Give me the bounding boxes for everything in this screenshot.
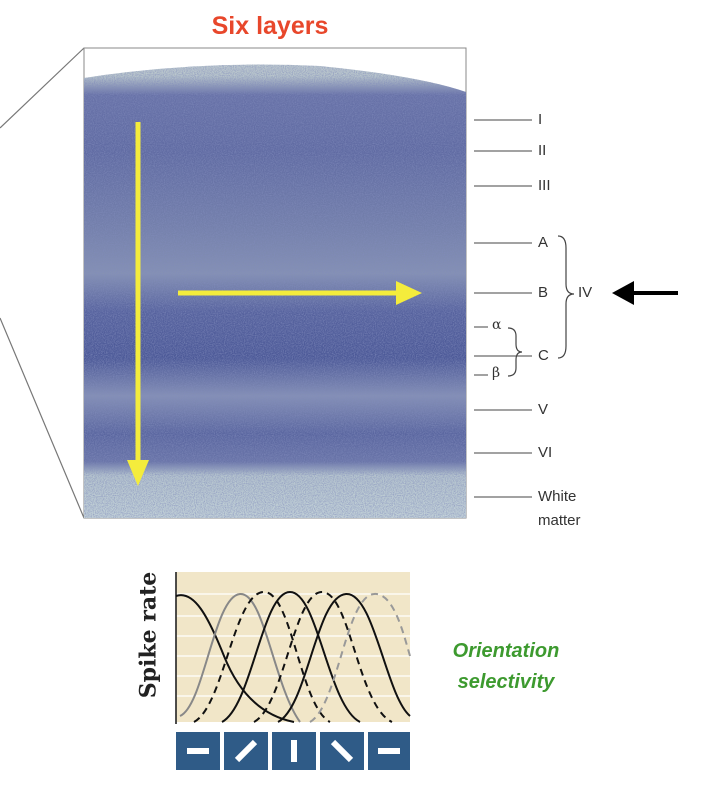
tuning-curve-7: [309, 592, 411, 723]
orientation-selectivity-caption: Orientation selectivity: [436, 636, 576, 698]
caption-line-1: Orientation: [452, 640, 560, 662]
layer-label-white: White: [538, 488, 577, 505]
sublayer-label-alpha: α: [492, 317, 502, 333]
alpha-beta-brace: [507, 327, 523, 377]
layer-iv-brace: [557, 235, 575, 359]
layer-label-iv: IV: [578, 284, 593, 301]
layer-label-vi: VI: [538, 444, 553, 461]
tuning-ylabel-text: Spike rate: [135, 571, 162, 699]
layer-label-ivb: B: [538, 284, 549, 301]
figure-title: Six layers: [211, 12, 329, 40]
tuning-curve-5: [253, 590, 393, 723]
orientation-tuning-panel: [124, 556, 420, 778]
tuning-curve-group: [175, 590, 411, 723]
tuning-curves: [175, 572, 411, 770]
vertical-yellow-arrow: [127, 122, 149, 486]
layer-label-matter: matter: [538, 512, 581, 529]
sublayer-label-beta: β: [492, 365, 501, 381]
layer-label-v: V: [538, 401, 549, 418]
tuning-curve-1: [175, 594, 295, 723]
layer-label-iii: III: [538, 177, 551, 194]
zoom-line-bottom: [0, 317, 85, 519]
layer-label-ivc: C: [538, 347, 549, 364]
horizontal-yellow-arrow: [178, 281, 422, 305]
layer-label-iva: A: [538, 234, 549, 251]
zoom-line-top: [0, 47, 85, 129]
tuning-curve-4: [221, 590, 361, 723]
caption-line-2: selectivity: [457, 671, 555, 693]
nissl-stained-cortex: [84, 64, 466, 518]
layer-leader-lines: [474, 119, 532, 498]
tuning-curve-3: [193, 590, 331, 723]
layer-label-ii: II: [538, 142, 547, 159]
orientation-icons: [176, 732, 410, 770]
layer-iv-pointer-arrow: [612, 281, 678, 305]
layer-label-i: I: [538, 111, 543, 128]
tuning-ylabel: Spike rate: [128, 560, 168, 710]
tuning-curve-6: [277, 592, 411, 723]
